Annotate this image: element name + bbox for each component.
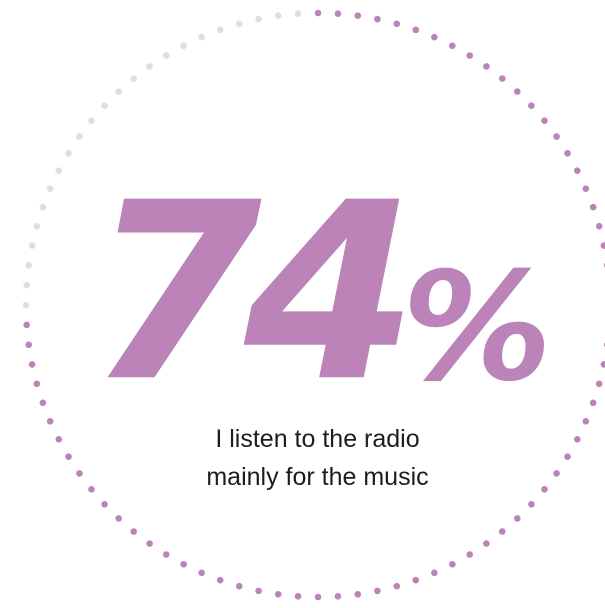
ring-dot-filled (146, 540, 153, 547)
ring-dot-empty (235, 20, 243, 28)
ring-dot-filled (101, 501, 108, 508)
ring-dot-filled (274, 590, 282, 598)
ring-dot-filled (25, 341, 33, 349)
ring-dot-filled (528, 501, 535, 508)
ring-dot-filled (55, 436, 63, 443)
ring-dot-empty (115, 88, 122, 95)
ring-dot-filled (412, 26, 420, 34)
ring-dot-filled (46, 418, 54, 425)
ring-dot-empty (130, 75, 138, 82)
ring-dot-filled (374, 587, 381, 595)
ring-dot-filled (600, 242, 605, 249)
ring-dot-filled (314, 593, 322, 601)
ring-dot-filled (393, 20, 401, 28)
ring-dot-empty (23, 281, 30, 289)
ring-dot-filled (334, 10, 342, 17)
ring-dot-empty (180, 42, 187, 50)
ring-dot-filled (65, 453, 72, 461)
ring-dot-filled (180, 560, 187, 568)
stat-unit: % (401, 241, 553, 415)
ring-dot-filled (198, 569, 205, 577)
ring-dot-filled (354, 590, 362, 598)
ring-dot-filled (449, 42, 456, 50)
ring-dot-filled (528, 102, 535, 109)
ring-dot-filled (216, 576, 224, 584)
ring-dot-filled (294, 593, 302, 600)
ring-dot-filled (582, 185, 590, 192)
ring-dot-filled (354, 12, 362, 20)
ring-dot-filled (595, 222, 603, 230)
ring-dot-filled (573, 436, 581, 443)
ring-dot-empty (216, 26, 224, 34)
ring-dot-filled (589, 399, 597, 407)
ring-dot-filled (564, 149, 571, 157)
ring-dot-empty (146, 63, 153, 70)
stat-caption: I listen to the radio mainly for the mus… (0, 420, 605, 496)
ring-dot-filled (466, 551, 474, 558)
ring-dot-filled (334, 593, 342, 600)
ring-dot-filled (466, 52, 474, 59)
ring-dot-empty (255, 15, 262, 23)
ring-dot-filled (23, 321, 30, 329)
ring-dot-empty (274, 12, 282, 20)
ring-dot-filled (600, 361, 605, 368)
ring-dot-filled (553, 133, 560, 140)
ring-dot-empty (25, 261, 33, 269)
ring-dot-filled (449, 560, 456, 568)
ring-dot-filled (483, 63, 490, 70)
ring-dot-empty (101, 102, 108, 109)
ring-dot-filled (33, 380, 41, 388)
ring-dot-empty (33, 222, 41, 230)
ring-dot-filled (514, 88, 521, 95)
ring-dot-filled (498, 528, 506, 535)
big-stat: 74% (88, 168, 588, 418)
ring-dot-empty (46, 185, 54, 192)
ring-dot-filled (541, 485, 548, 493)
ring-dot-filled (28, 361, 36, 368)
ring-dot-filled (314, 9, 322, 17)
ring-dot-empty (65, 149, 72, 157)
ring-dot-empty (28, 242, 36, 249)
ring-dot-filled (553, 470, 560, 477)
ring-dot-filled (39, 399, 47, 407)
ring-dot-filled (162, 551, 170, 558)
ring-dot-empty (55, 167, 63, 174)
caption-line-2: mainly for the music (206, 463, 429, 491)
stat-number: 74 (88, 149, 418, 436)
ring-dot-filled (483, 540, 490, 547)
ring-dot-empty (198, 33, 205, 41)
ring-dot-filled (564, 453, 571, 461)
ring-dot-empty (162, 52, 170, 59)
caption-line-1: I listen to the radio (215, 425, 420, 453)
ring-dot-filled (431, 569, 438, 577)
ring-dot-filled (235, 582, 243, 590)
ring-dot-filled (431, 33, 438, 41)
ring-dot-filled (88, 485, 95, 493)
ring-dot-filled (393, 582, 401, 590)
ring-dot-filled (115, 515, 122, 522)
ring-dot-filled (498, 75, 506, 82)
ring-dot-filled (573, 167, 581, 174)
ring-dot-empty (22, 301, 30, 309)
ring-dot-filled (541, 117, 548, 125)
ring-dot-filled (589, 203, 597, 211)
ring-dot-empty (88, 117, 95, 125)
ring-dot-filled (514, 515, 521, 522)
ring-dot-empty (294, 10, 302, 17)
ring-dot-filled (255, 587, 262, 595)
ring-dot-filled (130, 528, 138, 535)
ring-dot-filled (374, 15, 381, 23)
ring-dot-filled (76, 470, 83, 477)
ring-dot-filled (412, 576, 420, 584)
ring-dot-empty (39, 203, 47, 211)
ring-dot-filled (582, 418, 590, 425)
ring-dot-empty (76, 133, 83, 140)
ring-dot-filled (595, 380, 603, 388)
